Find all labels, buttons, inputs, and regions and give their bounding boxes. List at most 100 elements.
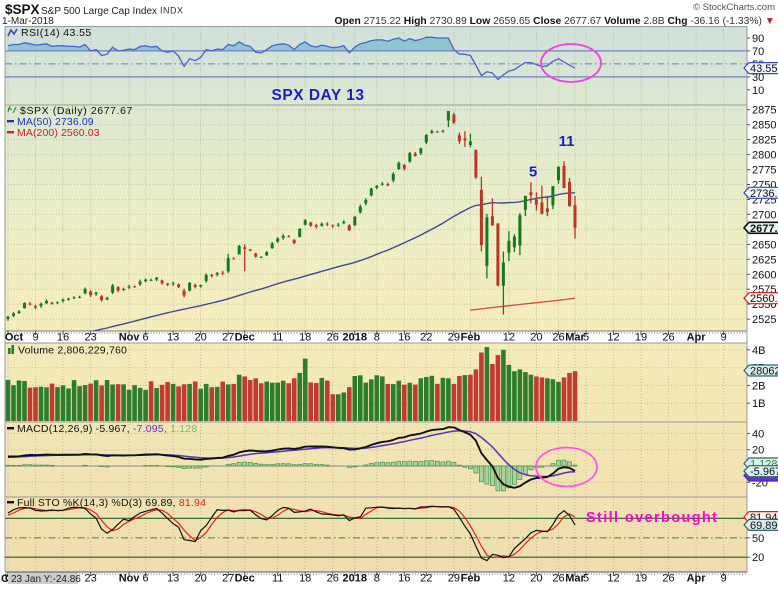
svg-text:Apr: Apr <box>687 332 707 344</box>
svg-text:12: 12 <box>607 573 619 585</box>
svg-text:2736.09: 2736.09 <box>750 188 778 200</box>
svg-text:11: 11 <box>272 332 283 344</box>
svg-text:6: 6 <box>143 573 149 585</box>
svg-text:Volume 2,806,229,760: Volume 2,806,229,760 <box>18 345 127 357</box>
svg-text:8: 8 <box>374 332 380 344</box>
svg-text:70: 70 <box>752 46 764 58</box>
svg-text:26: 26 <box>662 573 674 585</box>
svg-text:16: 16 <box>57 332 69 344</box>
svg-text:10: 10 <box>752 85 764 97</box>
svg-text:23 Jan Y:-24.86: 23 Jan Y:-24.86 <box>11 574 81 585</box>
svg-text:12: 12 <box>503 573 515 585</box>
svg-text:18: 18 <box>299 332 311 344</box>
svg-text:MA(200) 2560.03: MA(200) 2560.03 <box>17 127 100 139</box>
svg-text:1-Mar-2018: 1-Mar-2018 <box>2 16 54 27</box>
svg-text:Nov: Nov <box>119 573 141 585</box>
svg-text:29: 29 <box>448 332 460 344</box>
svg-text:27: 27 <box>222 573 234 585</box>
svg-text:2600: 2600 <box>752 269 776 281</box>
svg-text:5: 5 <box>583 332 589 344</box>
svg-text:22: 22 <box>420 573 432 585</box>
svg-text:2800: 2800 <box>752 150 776 162</box>
svg-text:SPX DAY 13: SPX DAY 13 <box>272 87 365 104</box>
svg-text:Mar: Mar <box>565 332 585 344</box>
svg-text:26: 26 <box>552 332 564 344</box>
svg-text:2625: 2625 <box>752 254 776 266</box>
svg-text:5: 5 <box>529 164 537 181</box>
svg-text:Apr: Apr <box>687 573 707 585</box>
svg-text:© StockCharts.com: © StockCharts.com <box>693 2 775 13</box>
svg-text:9: 9 <box>721 332 727 344</box>
svg-text:2806229760: 2806229760 <box>750 366 778 378</box>
svg-text:INDX: INDX <box>160 6 184 16</box>
svg-text:13: 13 <box>167 332 179 344</box>
svg-text:26: 26 <box>327 332 339 344</box>
svg-text:26: 26 <box>327 573 339 585</box>
svg-text:16: 16 <box>398 332 410 344</box>
svg-text:Mar: Mar <box>565 573 585 585</box>
svg-text:19: 19 <box>635 573 647 585</box>
svg-text:26: 26 <box>552 573 564 585</box>
svg-text:20: 20 <box>195 332 207 344</box>
svg-text:30: 30 <box>752 72 764 84</box>
svg-text:Feb: Feb <box>461 332 481 344</box>
svg-text:43.55: 43.55 <box>750 63 778 75</box>
svg-text:9: 9 <box>32 332 38 344</box>
svg-text:16: 16 <box>398 573 410 585</box>
svg-text:2875: 2875 <box>752 105 776 117</box>
svg-text:50: 50 <box>752 533 764 545</box>
svg-text:2850: 2850 <box>752 120 776 132</box>
svg-text:13: 13 <box>167 573 179 585</box>
svg-text:2700: 2700 <box>752 209 776 221</box>
svg-text:Still overbought: Still overbought <box>586 510 717 526</box>
svg-text:Open 2715.22 High 2730.89 Low: Open 2715.22 High 2730.89 Low 2659.65 Cl… <box>334 16 775 27</box>
svg-text:5: 5 <box>583 573 589 585</box>
svg-text:2525: 2525 <box>752 314 776 326</box>
svg-text:Feb: Feb <box>461 573 481 585</box>
svg-text:18: 18 <box>299 573 311 585</box>
svg-text:Nov: Nov <box>119 332 141 344</box>
svg-text:40: 40 <box>752 428 764 440</box>
svg-text:12: 12 <box>503 332 515 344</box>
svg-text:2018: 2018 <box>343 332 367 344</box>
svg-text:11: 11 <box>272 573 283 585</box>
svg-text:Oct: Oct <box>5 332 24 344</box>
svg-text:2B: 2B <box>752 380 765 392</box>
svg-text:20: 20 <box>752 445 764 457</box>
svg-text:4B: 4B <box>752 345 765 357</box>
svg-text:23: 23 <box>84 573 96 585</box>
svg-text:12: 12 <box>607 332 619 344</box>
svg-text:RSI(14) 43.55: RSI(14) 43.55 <box>21 27 92 39</box>
svg-text:2018: 2018 <box>343 573 367 585</box>
svg-text:-5.967: -5.967 <box>750 466 778 478</box>
svg-text:69.89: 69.89 <box>750 520 778 532</box>
svg-text:20: 20 <box>530 332 542 344</box>
svg-text:Dec: Dec <box>235 573 255 585</box>
svg-text:20: 20 <box>530 573 542 585</box>
svg-text:20: 20 <box>195 573 207 585</box>
svg-text:MA(50) 2736.09: MA(50) 2736.09 <box>17 116 94 128</box>
svg-text:$SPX: $SPX <box>5 2 40 17</box>
svg-text:22: 22 <box>420 332 432 344</box>
svg-text:S&P 500 Large Cap Index: S&P 500 Large Cap Index <box>41 6 157 17</box>
svg-text:2560.03: 2560.03 <box>750 293 778 305</box>
svg-text:19: 19 <box>635 332 647 344</box>
svg-text:2677.67: 2677.67 <box>750 223 778 235</box>
svg-text:MACD(12,26,9) -5.967, -7.095,: MACD(12,26,9) -5.967, -7.095, 1.128 <box>17 423 197 435</box>
svg-text:2650: 2650 <box>752 239 776 251</box>
svg-text:9: 9 <box>721 573 727 585</box>
svg-text:C: C <box>1 573 9 585</box>
svg-text:Dec: Dec <box>235 332 255 344</box>
svg-text:8: 8 <box>374 573 380 585</box>
svg-text:90: 90 <box>752 33 764 45</box>
svg-text:2775: 2775 <box>752 165 776 177</box>
svg-text:26: 26 <box>662 332 674 344</box>
svg-text:27: 27 <box>222 332 234 344</box>
svg-text:2825: 2825 <box>752 135 776 147</box>
svg-text:6: 6 <box>143 332 149 344</box>
svg-text:$SPX (Daily) 2677.67: $SPX (Daily) 2677.67 <box>20 105 133 117</box>
svg-text:23: 23 <box>84 332 96 344</box>
svg-text:11: 11 <box>559 133 575 150</box>
svg-text:29: 29 <box>448 573 460 585</box>
svg-text:1B: 1B <box>752 398 765 410</box>
